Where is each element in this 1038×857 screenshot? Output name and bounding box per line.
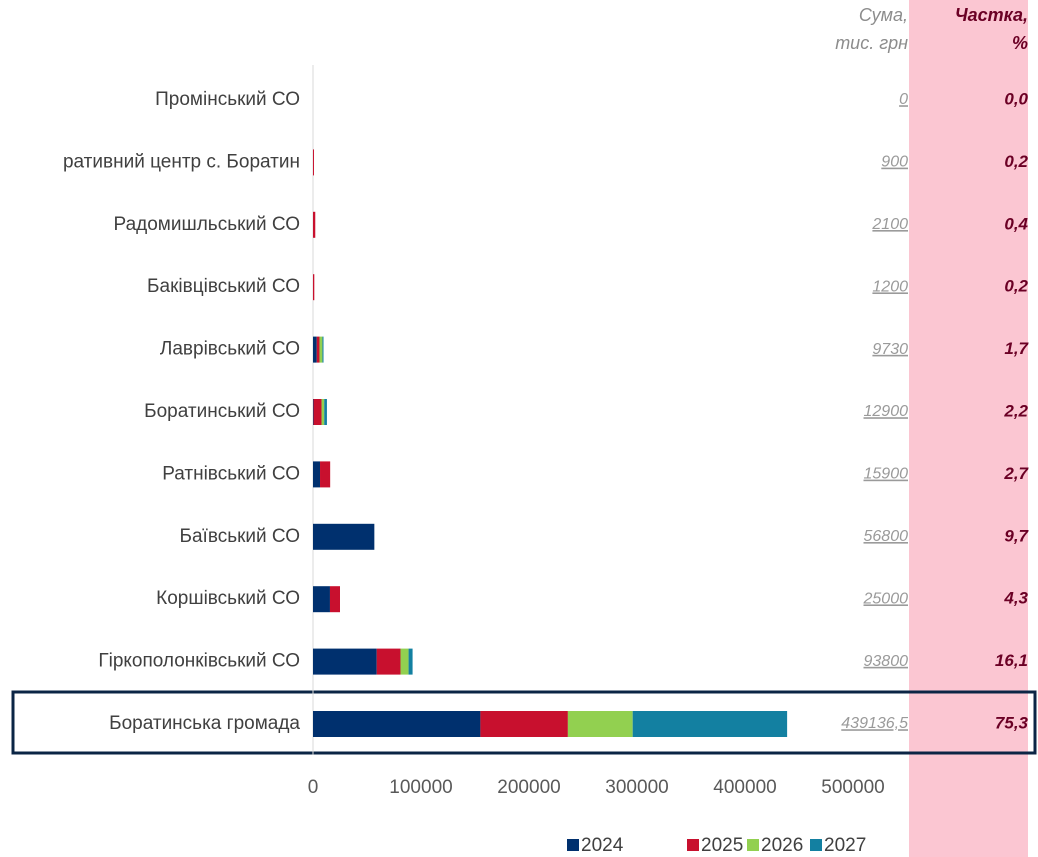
- bar-segment: [567, 711, 633, 737]
- x-tick-label: 400000: [713, 777, 776, 798]
- bar-segment: [313, 648, 377, 675]
- legend-swatch: [687, 839, 699, 851]
- x-tick-label: 0: [308, 777, 319, 798]
- bar-segment: [632, 711, 788, 737]
- share-label: 75,3: [995, 713, 1029, 732]
- bar-segment: [313, 149, 314, 176]
- bar-segment: [320, 461, 331, 488]
- bar-segment: [313, 586, 330, 613]
- x-tick-label: 100000: [389, 777, 452, 798]
- bar-segment: [329, 586, 340, 613]
- share-label: 2,2: [1003, 401, 1028, 420]
- column-header: Частка,: [955, 5, 1028, 25]
- category-label: Боратинська громада: [109, 713, 300, 734]
- highlight-box: [11, 690, 1037, 755]
- sum-label: 56800: [864, 528, 909, 545]
- bar-segment: [313, 399, 322, 425]
- category-label: Промінський СО: [155, 89, 300, 110]
- share-label: 16,1: [995, 651, 1028, 670]
- sum-label: 0: [899, 91, 908, 108]
- legend-swatch: [810, 839, 822, 851]
- bar-segment: [376, 648, 401, 675]
- bar-segment: [321, 399, 325, 425]
- x-tick-label: 200000: [497, 777, 560, 798]
- legend-label: 2026: [761, 835, 803, 856]
- share-label: 0,2: [1004, 152, 1028, 171]
- sum-label: 12900: [864, 403, 909, 420]
- bar-segment: [313, 211, 316, 238]
- bar-segment: [480, 711, 568, 737]
- bar-segment: [322, 336, 324, 363]
- bar-segment: [313, 399, 314, 425]
- share-label: 0,2: [1004, 277, 1028, 296]
- bar-segment: [313, 523, 375, 550]
- x-tick-label: 300000: [605, 777, 668, 798]
- category-label: Гіркополонківський СО: [98, 651, 300, 672]
- share-label: 4,3: [1003, 589, 1028, 608]
- column-header: %: [1012, 33, 1028, 53]
- bar-segment: [316, 336, 320, 363]
- legend-label: 2027: [824, 835, 866, 856]
- legend-label: 2024: [581, 835, 624, 856]
- bar-segment: [313, 336, 317, 363]
- x-tick-label: 500000: [821, 777, 884, 798]
- column-header: Сума,: [859, 5, 908, 25]
- bar-segment: [313, 711, 481, 737]
- sum-label: 15900: [864, 466, 909, 483]
- bar-segment: [319, 336, 323, 363]
- bar-segment: [313, 461, 321, 488]
- category-label: Коршівський СО: [156, 588, 300, 609]
- bar-segment: [408, 648, 413, 675]
- share-label: 0,4: [1004, 214, 1028, 233]
- bar-segment: [313, 274, 315, 301]
- category-label: Лаврівський СО: [160, 339, 300, 360]
- category-label: Радомишльський СО: [114, 214, 300, 235]
- category-label: Баївський СО: [180, 526, 301, 547]
- legend-swatch: [747, 839, 759, 851]
- legend-swatch: [567, 839, 579, 851]
- bar-segment: [324, 399, 327, 425]
- bar-segment: [400, 648, 409, 675]
- sum-label: 900: [881, 154, 908, 171]
- category-label: ративний центр с. Боратин: [63, 151, 300, 172]
- sum-label: 2100: [871, 216, 908, 233]
- legend-label: 2025: [701, 835, 743, 856]
- sum-label: 93800: [864, 653, 909, 670]
- share-label: 2,7: [1003, 464, 1029, 483]
- sum-label: 439136,5: [841, 715, 908, 732]
- sum-label: 9730: [872, 341, 908, 358]
- sum-label: 25000: [863, 590, 909, 607]
- share-label: 9,7: [1004, 526, 1029, 545]
- share-column-bg: [909, 0, 1028, 857]
- share-label: 0,0: [1004, 89, 1028, 108]
- sum-label: 1200: [872, 278, 908, 295]
- category-label: Баківцівський СО: [147, 276, 300, 297]
- share-label: 1,7: [1004, 339, 1029, 358]
- column-header: тис. грн: [835, 33, 908, 53]
- category-label: Боратинський СО: [144, 401, 300, 422]
- category-label: Ратнівський СО: [162, 463, 300, 484]
